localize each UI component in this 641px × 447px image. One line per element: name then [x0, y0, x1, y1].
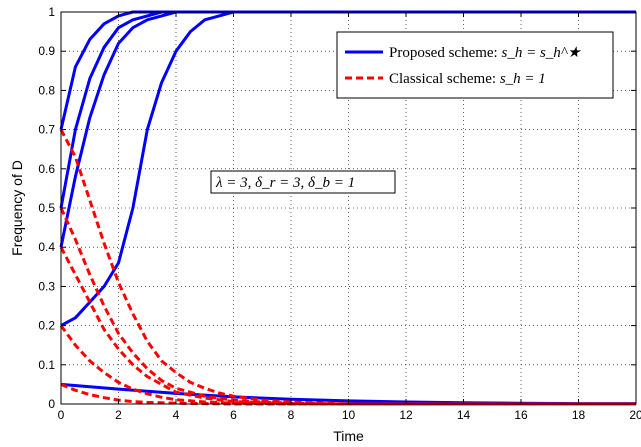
x-tick-label: 8 — [288, 408, 295, 422]
legend-box — [336, 31, 614, 99]
x-tick-label: 16 — [514, 408, 528, 422]
legend: Proposed scheme: s_h = s_h^★ Classical s… — [336, 31, 614, 99]
x-axis-label: Time — [333, 428, 364, 444]
x-tick-label: 6 — [230, 408, 237, 422]
y-tick-label: 0.6 — [38, 162, 55, 176]
parameter-annotation: λ = 3, δ_r = 3, δ_b = 1 — [210, 170, 396, 194]
x-tick-label: 18 — [572, 408, 586, 422]
legend-math-proposed: s_h = s_h^★ — [501, 45, 582, 61]
x-tick-label: 14 — [457, 408, 471, 422]
x-tick-label: 12 — [399, 408, 413, 422]
y-tick-label: 0.8 — [38, 83, 55, 97]
y-tick-label: 0.5 — [38, 201, 55, 215]
y-tick-label: 0.1 — [38, 358, 55, 372]
series-line-classical-5 — [59, 128, 636, 406]
y-tick-label: 0.4 — [38, 240, 55, 254]
x-tick-label: 10 — [342, 408, 356, 422]
annotation-box — [210, 170, 396, 194]
series-line-classical-7 — [59, 246, 636, 406]
legend-label-classical-text: Classical scheme: — [389, 71, 500, 87]
ticks: 0 2 4 6 8 10 12 14 16 18 20 0 0.1 0.2 0.3 0.4 0.5 0.6 0.7 0… — [38, 5, 641, 422]
y-tick-label: 1 — [48, 5, 55, 19]
x-tick-label: 0 — [58, 408, 65, 422]
y-tick-label: 0.7 — [38, 123, 55, 137]
y-tick-label: 0.9 — [38, 44, 55, 58]
y-tick-label: 0.2 — [38, 319, 55, 333]
x-tick-label: 2 — [115, 408, 122, 422]
legend-label-proposed: Proposed scheme: s_h = s_h^★ — [389, 45, 582, 61]
x-tick-label: 20 — [629, 408, 641, 422]
series-line-proposed-3 — [60, 10, 636, 327]
y-tick-label: 0 — [48, 397, 55, 411]
legend-math-classical: s_h = 1 — [500, 71, 546, 87]
x-tick-label: 4 — [173, 408, 180, 422]
series-line-classical-9 — [60, 383, 636, 406]
annotation-text: λ = 3, δ_r = 3, δ_b = 1 — [215, 175, 355, 191]
legend-label-classical: Classical scheme: s_h = 1 — [389, 71, 546, 87]
grid — [61, 12, 636, 404]
legend-label-proposed-text: Proposed scheme: — [389, 45, 501, 61]
y-axis-label: Frequency of D — [9, 160, 25, 256]
y-tick-label: 0.3 — [38, 279, 55, 293]
